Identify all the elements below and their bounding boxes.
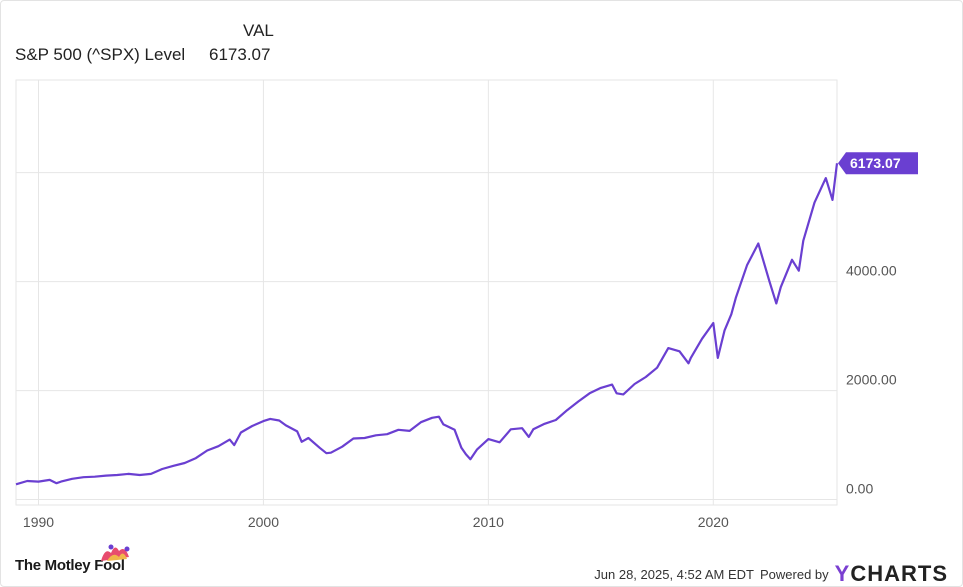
timestamp: Jun 28, 2025, 4:52 AM EDT (594, 566, 754, 582)
line-chart: 1990 2000 2010 2020 0.00 2000.00 4000.00 6173… (15, 79, 918, 530)
series-line-spx (15, 163, 839, 486)
ycharts-logo[interactable]: YCHARTS (834, 561, 948, 586)
y-tick-label: 2000.00 (846, 372, 897, 388)
legend-series-name: S&P 500 (^SPX) Level (15, 45, 186, 64)
grid (15, 79, 838, 506)
brand-text: The Motley Fool (15, 557, 125, 574)
footer-attribution: Jun 28, 2025, 4:52 AM EDT Powered by YCH… (594, 561, 948, 586)
last-value-badge-shape (838, 152, 918, 175)
y-tick-label: 0.00 (846, 481, 873, 497)
last-value-badge: 6173.07 (838, 152, 918, 175)
motley-fool-logo: The Motley Fool (15, 557, 125, 574)
powered-by: Powered by (759, 566, 829, 582)
x-tick-label: 2010 (473, 514, 504, 530)
y-tick-label: 4000.00 (846, 263, 897, 279)
y-axis: 0.00 2000.00 4000.00 (846, 263, 897, 497)
legend-series-value: 6173.07 (209, 45, 271, 64)
last-value-label: 6173.07 (850, 155, 901, 171)
plot-frame (15, 79, 838, 506)
x-tick-label: 2020 (698, 514, 729, 530)
ycharts-y: Y (834, 561, 851, 586)
jester-hat-icon (101, 544, 130, 561)
x-tick-label: 1990 (23, 514, 54, 530)
x-tick-label: 2000 (248, 514, 279, 530)
x-axis: 1990 2000 2010 2020 (23, 514, 729, 530)
legend-header: VAL (243, 21, 274, 40)
ycharts-rest: CHARTS (850, 561, 948, 586)
